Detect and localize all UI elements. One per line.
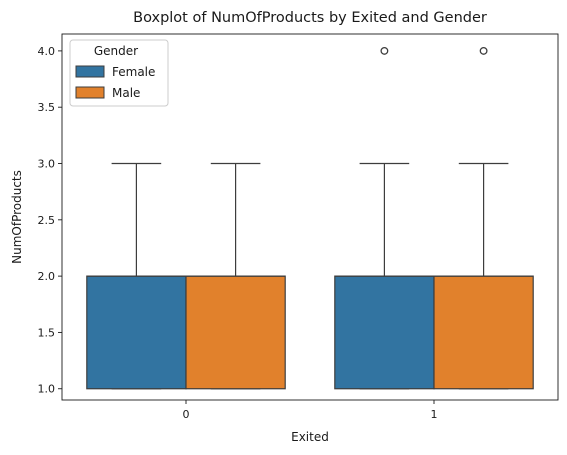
legend-label-female: Female — [112, 65, 155, 79]
legend-label-male: Male — [112, 86, 140, 100]
y-axis-label: NumOfProducts — [10, 170, 24, 264]
legend: Gender Female Male — [69, 39, 169, 107]
y-tick-label: 3.0 — [38, 158, 56, 171]
outlier-point — [479, 46, 488, 55]
box-body — [185, 275, 286, 390]
box-body — [433, 275, 534, 390]
y-tick-label: 4.0 — [38, 45, 56, 58]
y-tick-label: 2.5 — [38, 214, 56, 227]
y-tick-label: 1.5 — [38, 326, 56, 339]
box-body — [86, 275, 187, 390]
outlier-point — [380, 46, 389, 55]
box-male-exited-0 — [185, 162, 286, 390]
plot-area — [61, 33, 559, 401]
x-axis-label: Exited — [291, 430, 329, 444]
legend-swatch-female — [75, 65, 105, 78]
y-tick-label: 2.0 — [38, 270, 56, 283]
box-male-exited-1 — [433, 46, 534, 390]
chart-title: Boxplot of NumOfProducts by Exited and G… — [133, 10, 487, 26]
legend-swatch-male — [75, 86, 105, 99]
boxes-layer — [86, 46, 534, 390]
y-tick-label: 1.0 — [38, 383, 56, 396]
box-body — [334, 275, 435, 390]
y-tick-label: 3.5 — [38, 101, 56, 114]
box-female-exited-0 — [86, 162, 187, 390]
y-axis: 1.0 1.5 2.0 2.5 3.0 3.5 4.0 — [38, 45, 62, 396]
x-tick-label: 0 — [183, 408, 190, 421]
box-female-exited-1 — [334, 46, 435, 390]
legend-title: Gender — [94, 44, 138, 58]
x-tick-label: 1 — [431, 408, 438, 421]
